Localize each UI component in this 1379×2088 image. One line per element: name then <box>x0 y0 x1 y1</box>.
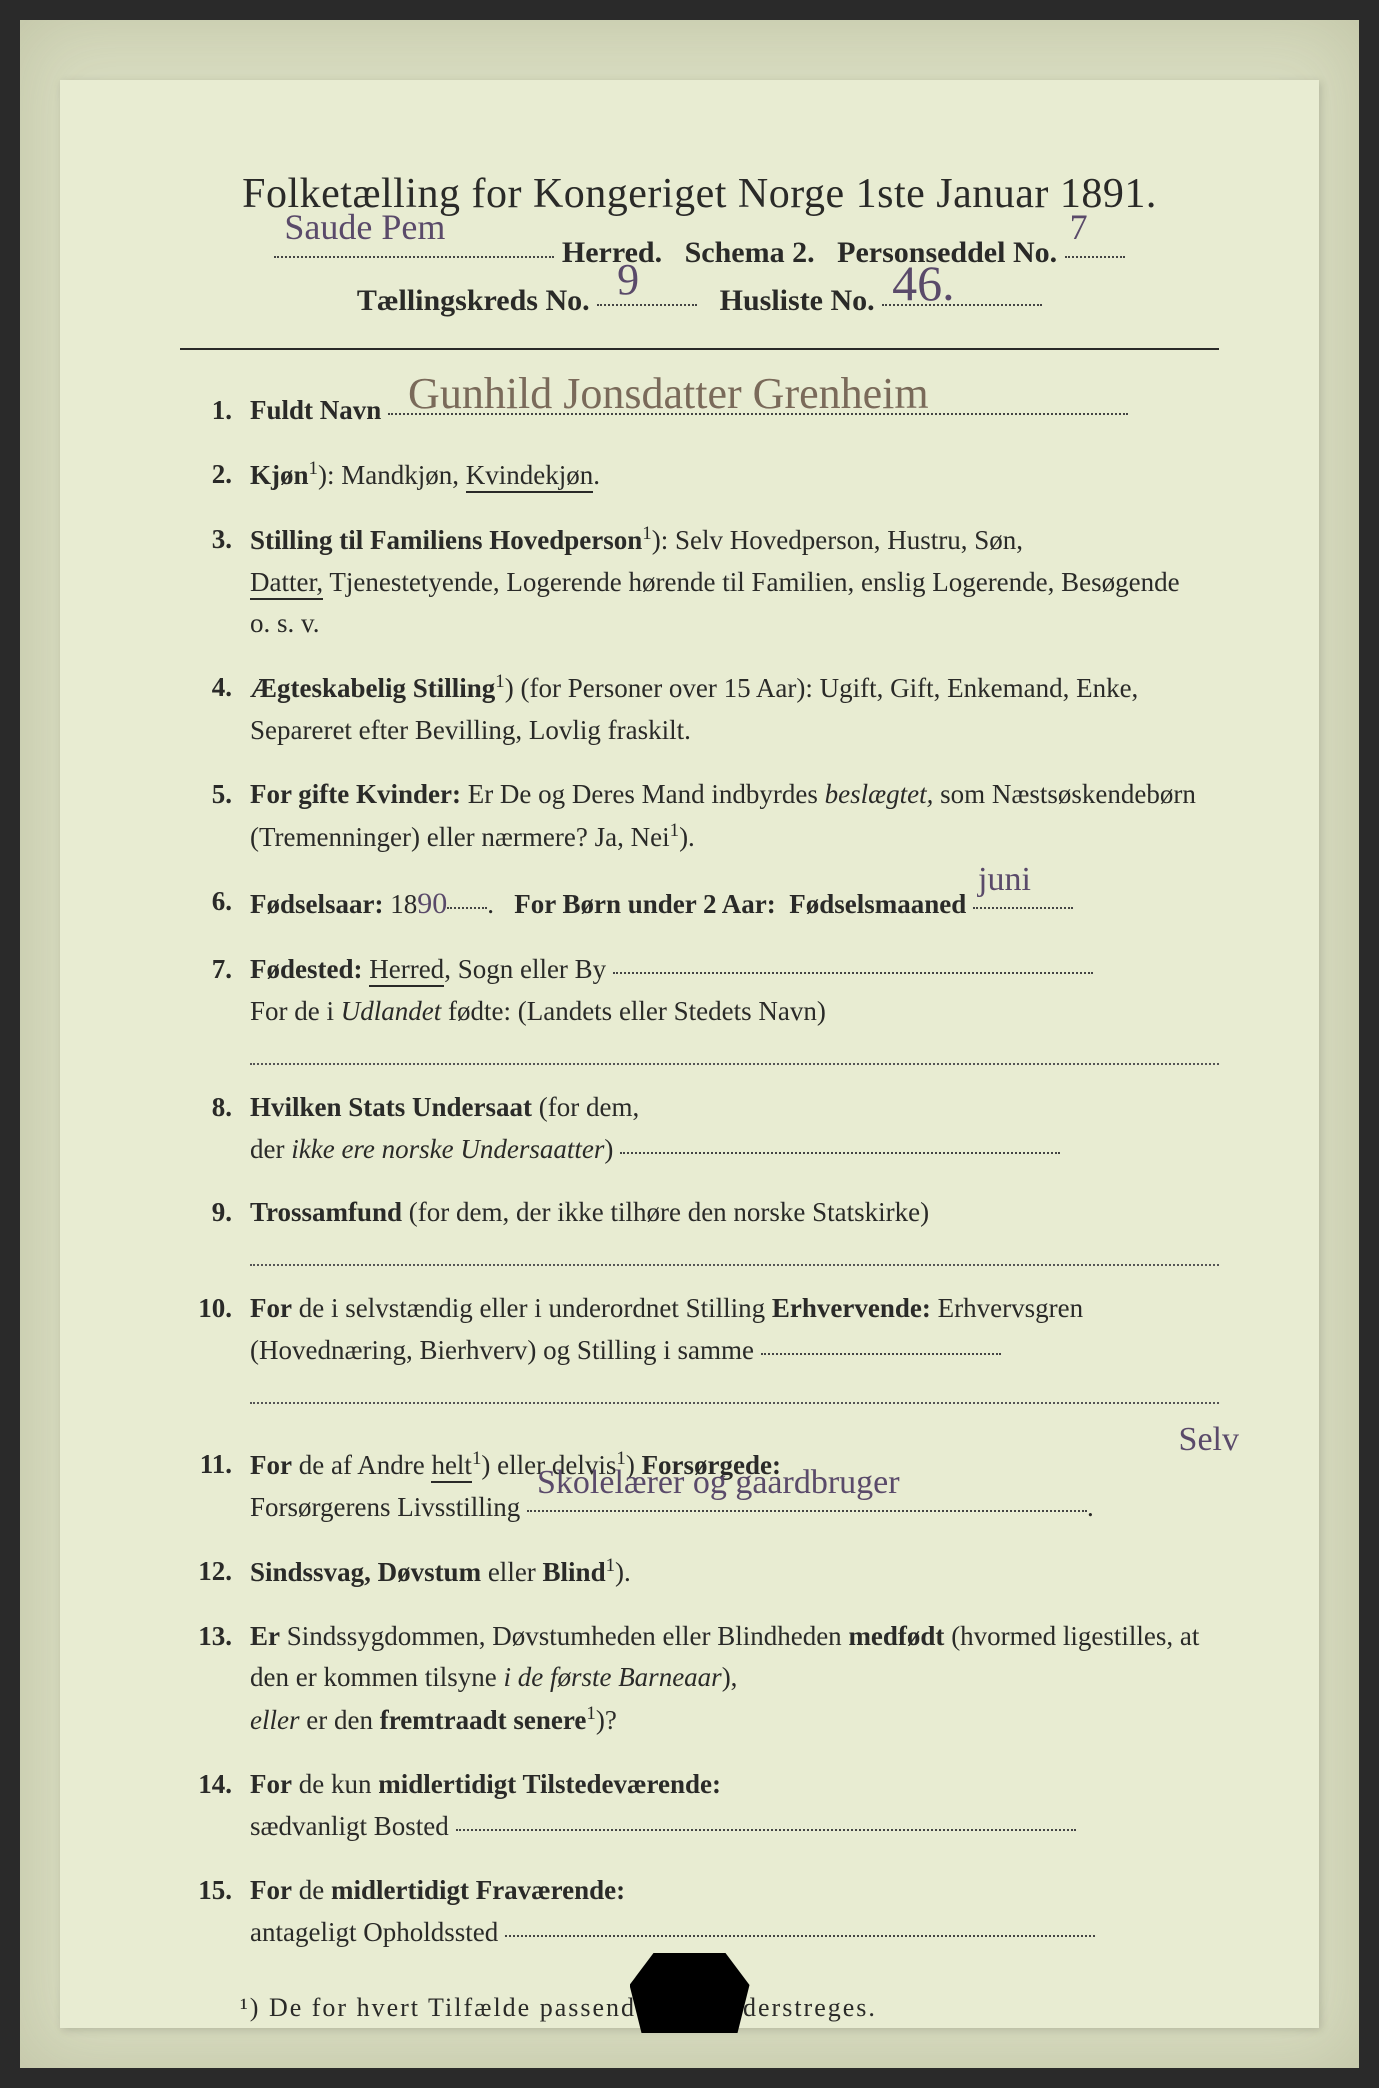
schema-label: Schema 2. <box>685 236 815 269</box>
r6-year-value: 90 <box>417 887 447 920</box>
r13-italic2: eller <box>250 1705 299 1735</box>
header-line-2: Saude Pem Herred. Schema 2. Personseddel… <box>180 236 1219 270</box>
taellingskreds-label: Tællingskreds No. <box>357 284 590 317</box>
row-1: 1. Fuldt Navn Gunhild Jonsdatter Grenhei… <box>190 390 1219 432</box>
r3-text2: Tjenestetyende, Logerende hørende til Fa… <box>329 567 1179 597</box>
r6-month-value: juni <box>978 854 1031 907</box>
r15-text2: antageligt Opholdssted <box>250 1917 498 1947</box>
divider <box>180 348 1219 350</box>
footnote-marker: ¹) <box>240 1993 260 2022</box>
r3-underlined: Datter, <box>250 567 323 600</box>
row-10: 10. For de i selvstændig eller i underor… <box>190 1288 1219 1404</box>
r14-text2: sædvanligt Bosted <box>250 1811 449 1841</box>
r3-text3: o. s. v. <box>250 608 320 638</box>
herred-value: Saude Pem <box>284 206 445 248</box>
row-9: 9. Trossamfund (for dem, der ikke tilhør… <box>190 1192 1219 1266</box>
r3-label: Stilling til Familiens Hovedperson <box>250 525 642 555</box>
r14-text: de kun <box>299 1769 378 1799</box>
r13-bold3: fremtraadt senere <box>380 1705 587 1735</box>
r7-text: , Sogn eller By <box>444 954 606 984</box>
r15-label: For <box>250 1875 292 1905</box>
r6-label: Fødselsaar: <box>250 889 383 919</box>
r8-label: Hvilken Stats Undersaat <box>250 1092 532 1122</box>
document-outer: Folketælling for Kongeriget Norge 1ste J… <box>20 20 1359 2068</box>
r6-text3: Fødselsmaaned <box>789 889 966 919</box>
row-11: 11. For de af Andre helt1) eller delvis1… <box>190 1444 1219 1529</box>
r13-label: Er <box>250 1621 280 1651</box>
r13-text3: ), <box>722 1662 738 1692</box>
r7-italic: Udlandet <box>341 996 442 1026</box>
row-8: 8. Hvilken Stats Undersaat (for dem, der… <box>190 1087 1219 1171</box>
row-14: 14. For de kun midlertidigt Tilstedevære… <box>190 1764 1219 1848</box>
taellingskreds-value: 9 <box>617 254 639 305</box>
r15-text: de <box>299 1875 331 1905</box>
r2-text: Mandkjøn, <box>341 460 466 490</box>
row-5: 5. For gifte Kvinder: Er De og Deres Man… <box>190 774 1219 859</box>
r8-italic: ikke ere norske Undersaatter <box>291 1134 604 1164</box>
row-6: 6. Fødselsaar: 1890. For Børn under 2 Aa… <box>190 881 1219 928</box>
header: Folketælling for Kongeriget Norge 1ste J… <box>180 170 1219 318</box>
row-12: 12. Sindssvag, Døvstum eller Blind1). <box>190 1551 1219 1594</box>
r10-bold2: Erhvervende: <box>772 1293 931 1323</box>
header-line-3: Tællingskreds No. 9 Husliste No. 46. <box>180 284 1219 318</box>
r13-text: Sindssygdommen, Døvstumheden eller Blind… <box>287 1621 849 1651</box>
r7-text2: For de i <box>250 996 341 1026</box>
r10-label: For <box>250 1293 292 1323</box>
r15-bold2: midlertidigt Fraværende: <box>331 1875 625 1905</box>
r14-bold2: midlertidigt Tilstedeværende: <box>378 1769 721 1799</box>
r8-text2: der <box>250 1134 291 1164</box>
r1-label: Fuldt Navn <box>250 395 381 425</box>
form-body: 1. Fuldt Navn Gunhild Jonsdatter Grenhei… <box>180 390 1219 1953</box>
document-page: Folketælling for Kongeriget Norge 1ste J… <box>60 80 1319 2028</box>
r12-bold2: Blind <box>543 1557 606 1587</box>
r13-text4: er den <box>306 1705 379 1735</box>
r7-label: Fødested: <box>250 954 362 984</box>
r4-label: Ægteskabelig Stilling <box>250 673 495 703</box>
row-13: 13. Er Sindssygdommen, Døvstumheden elle… <box>190 1616 1219 1743</box>
torn-edge-icon <box>630 1953 750 2033</box>
row-4: 4. Ægteskabelig Stilling1) (for Personer… <box>190 667 1219 752</box>
row-15: 15. For de midlertidigt Fraværende: anta… <box>190 1870 1219 1954</box>
r6-year-prefix: 18 <box>390 889 417 919</box>
r11-side-note: Selv <box>1179 1414 1239 1467</box>
row-3: 3. Stilling til Familiens Hovedperson1):… <box>190 519 1219 646</box>
r5-italic: beslægtet, <box>825 779 934 809</box>
row-7: 7. Fødested: Herred, Sogn eller By For d… <box>190 949 1219 1065</box>
r5-label: For gifte Kvinder: <box>250 779 461 809</box>
herred-label: Herred. <box>562 236 662 269</box>
r11-underlined: helt <box>431 1450 472 1483</box>
r12-label: Sindssvag, Døvstum <box>250 1557 481 1587</box>
husliste-label: Husliste No. <box>720 284 875 317</box>
personseddel-value: 7 <box>1070 206 1088 248</box>
r10-text: de i selvstændig eller i underordnet Sti… <box>299 1293 772 1323</box>
r14-label: For <box>250 1769 292 1799</box>
r6-text2: For Børn under 2 Aar: <box>514 889 776 919</box>
r1-value: Gunhild Jonsdatter Grenheim <box>408 360 929 428</box>
r11-label: For <box>250 1450 292 1480</box>
r7-text3: fødte: (Landets eller Stedets Navn) <box>448 996 826 1026</box>
r5-text: Er De og Deres Mand indbyrdes <box>468 779 825 809</box>
r7-underlined: Herred <box>369 954 444 987</box>
row-2: 2. Kjøn1): Mandkjøn, Kvindekjøn. <box>190 454 1219 497</box>
r11-value: Skolelærer og gaardbruger <box>537 1457 900 1510</box>
r11-text: de af Andre <box>299 1450 432 1480</box>
r8-text: (for dem, <box>539 1092 639 1122</box>
r12-text: eller <box>488 1557 543 1587</box>
r9-text: (for dem, der ikke tilhøre den norske St… <box>409 1197 929 1227</box>
r13-bold2: medfødt <box>848 1621 944 1651</box>
r11-text3: Forsørgerens Livsstilling <box>250 1492 520 1522</box>
r2-underlined: Kvindekjøn <box>466 460 594 493</box>
r9-label: Trossamfund <box>250 1197 402 1227</box>
r3-text1: Selv Hovedperson, Hustru, Søn, <box>675 525 1023 555</box>
r2-label: Kjøn <box>250 460 309 490</box>
footnote-text: De for hvert Tilfælde passende Ord under… <box>269 1993 877 2022</box>
r13-italic: i de første Barneaar <box>503 1662 721 1692</box>
